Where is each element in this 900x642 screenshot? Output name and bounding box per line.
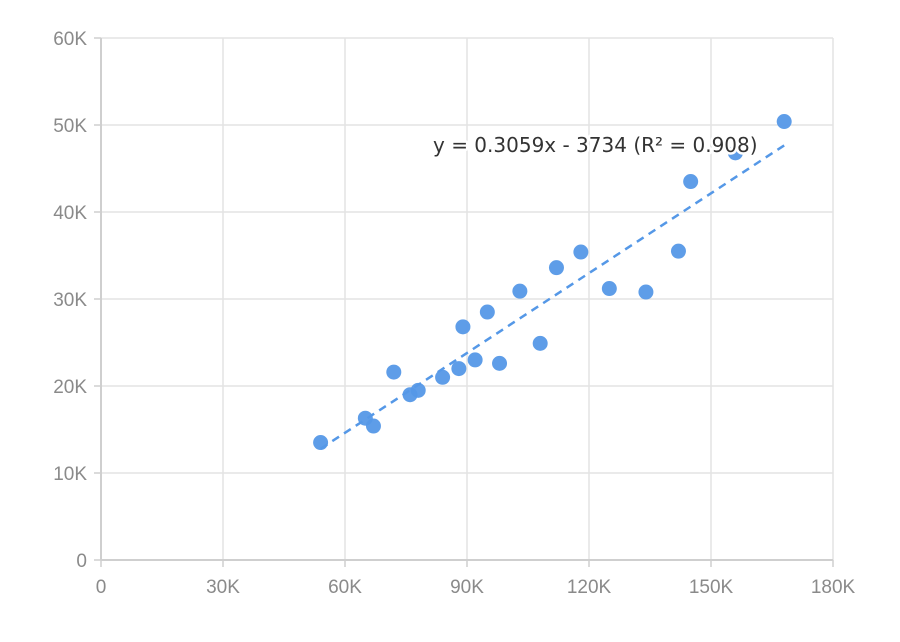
x-tick-label: 60K (328, 577, 362, 598)
data-point (467, 352, 483, 368)
trendline-path (319, 144, 785, 450)
data-point (479, 304, 495, 320)
x-tick-label: 0 (96, 577, 107, 598)
data-point (776, 114, 792, 130)
data-point (386, 364, 402, 380)
x-tick-label: 30K (206, 577, 240, 598)
data-point (683, 174, 699, 190)
data-points (313, 114, 792, 451)
x-axis-ticks: 0 30K 60K 90K 120K 150K 180K (96, 560, 856, 598)
data-point (313, 435, 329, 451)
y-tick-label: 10K (53, 464, 87, 485)
x-tick-label: 90K (450, 577, 484, 598)
data-point (451, 361, 467, 377)
y-axis-ticks: 0 10K 20K 30K 40K 50K 60K (53, 29, 101, 572)
data-point (410, 382, 426, 398)
trendline-equation-label: y = 0.3059x - 3734 (R² = 0.908) (433, 133, 758, 157)
data-point (492, 355, 508, 371)
data-point (727, 145, 743, 161)
data-point (435, 369, 451, 385)
data-point (365, 418, 381, 434)
y-tick-label: 0 (76, 551, 87, 572)
data-point (670, 243, 686, 259)
x-tick-label: 180K (811, 577, 856, 598)
trendline (319, 144, 785, 450)
y-tick-label: 40K (53, 203, 87, 224)
data-point (512, 283, 528, 299)
data-point (601, 281, 617, 297)
data-point (548, 260, 564, 276)
y-tick-label: 20K (53, 377, 87, 398)
data-point (573, 244, 589, 260)
x-tick-label: 150K (689, 577, 734, 598)
y-tick-label: 30K (53, 290, 87, 311)
y-tick-label: 50K (53, 116, 87, 137)
grid-lines (101, 37, 834, 560)
x-tick-label: 120K (567, 577, 612, 598)
data-point (638, 284, 654, 300)
y-tick-label: 60K (53, 29, 87, 50)
data-point (532, 335, 548, 351)
data-point (455, 319, 471, 335)
